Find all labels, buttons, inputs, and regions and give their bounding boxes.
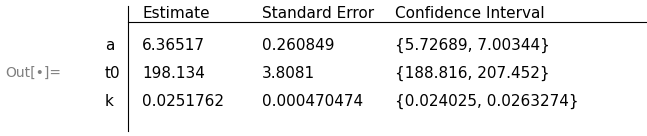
Text: 0.260849: 0.260849: [262, 38, 334, 52]
Text: {0.024025, 0.0263274}: {0.024025, 0.0263274}: [395, 93, 578, 109]
Text: a: a: [105, 38, 115, 52]
Text: Confidence Interval: Confidence Interval: [395, 5, 545, 21]
Text: 0.000470474: 0.000470474: [262, 94, 363, 109]
Text: 6.36517: 6.36517: [142, 38, 205, 52]
Text: {5.72689, 7.00344}: {5.72689, 7.00344}: [395, 37, 550, 53]
Text: {188.816, 207.452}: {188.816, 207.452}: [395, 65, 549, 81]
Text: 3.8081: 3.8081: [262, 66, 315, 81]
Text: Standard Error: Standard Error: [262, 5, 374, 21]
Text: t0: t0: [105, 66, 120, 81]
Text: 0.0251762: 0.0251762: [142, 94, 224, 109]
Text: k: k: [105, 94, 114, 109]
Text: Estimate: Estimate: [142, 5, 210, 21]
Text: Out[•]=: Out[•]=: [5, 66, 61, 80]
Text: 198.134: 198.134: [142, 66, 205, 81]
